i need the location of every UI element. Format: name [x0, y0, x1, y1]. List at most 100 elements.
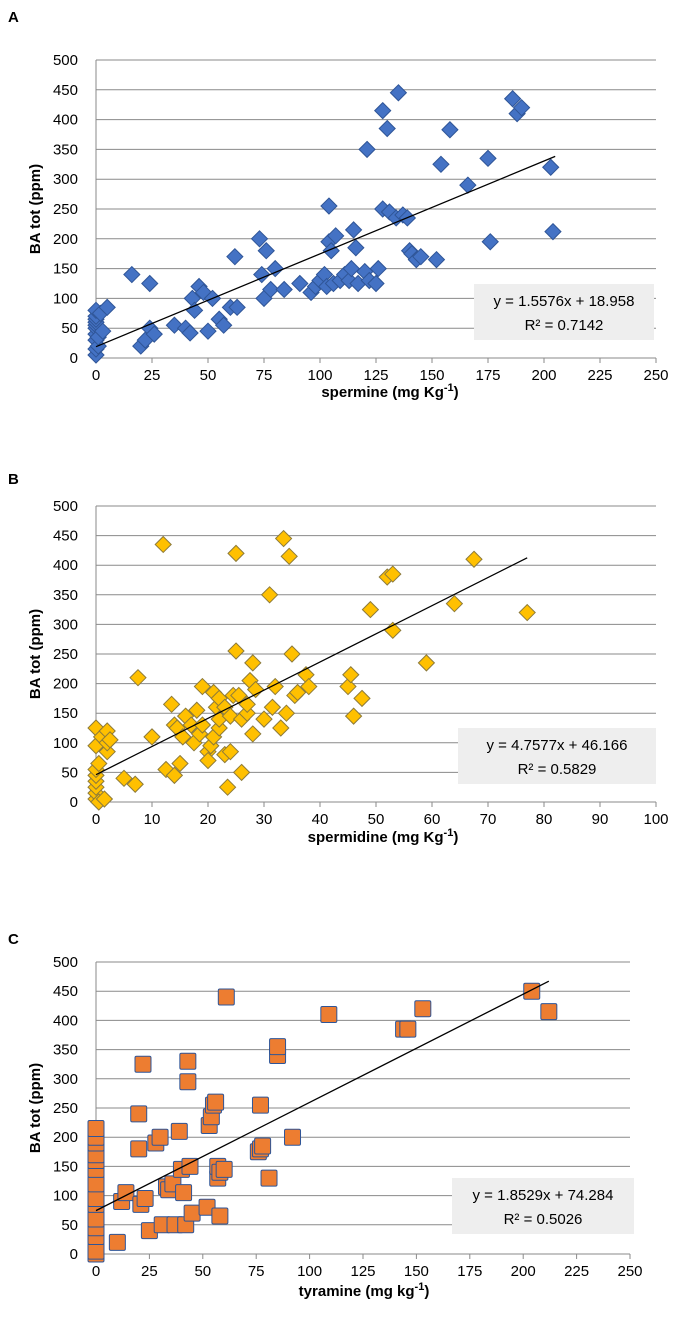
y-tick-label: 150 — [53, 705, 78, 722]
data-point — [263, 698, 282, 716]
y-tick-label: 350 — [53, 587, 78, 604]
data-point — [266, 677, 284, 696]
data-point — [170, 1122, 188, 1140]
x-tick-label: 40 — [312, 811, 329, 828]
equation-box — [474, 284, 654, 340]
trendline — [95, 155, 556, 348]
data-point — [218, 778, 237, 796]
x-tick-label: 150 — [419, 367, 444, 384]
data-point — [179, 1073, 197, 1091]
data-point — [503, 90, 522, 108]
x-tick-label: 0 — [92, 1263, 100, 1280]
y-tick-label: 50 — [61, 320, 78, 337]
y-tick-label: 200 — [53, 1129, 78, 1146]
y-tick-label: 450 — [53, 82, 78, 99]
r-squared-label: R² = 0.7142 — [525, 317, 604, 334]
data-point — [217, 988, 235, 1006]
data-points — [87, 84, 562, 364]
y-tick-label: 200 — [53, 676, 78, 693]
panel-letter: A — [8, 9, 19, 26]
data-point — [342, 666, 360, 684]
data-point — [479, 149, 497, 168]
x-tick-label: 250 — [617, 1263, 642, 1280]
data-point — [87, 1175, 105, 1193]
equation-box — [452, 1178, 634, 1234]
data-point — [179, 1052, 197, 1070]
trendline-equation: y = 1.5576x + 18.958 — [494, 293, 635, 310]
x-tick-label: 100 — [307, 367, 332, 384]
data-point — [238, 704, 256, 722]
x-axis-title: tyramine (mg kg-1) — [299, 1281, 430, 1300]
data-point — [87, 1190, 105, 1208]
data-point — [320, 1006, 338, 1024]
data-point — [414, 1000, 432, 1018]
data-point — [188, 701, 206, 719]
r-squared-label: R² = 0.5026 — [504, 1211, 583, 1228]
data-point — [417, 654, 436, 672]
data-point — [432, 155, 450, 174]
data-point — [175, 1184, 193, 1202]
data-point — [326, 227, 345, 245]
data-point — [253, 265, 271, 284]
data-point — [154, 535, 172, 554]
y-tick-label: 0 — [70, 350, 78, 367]
data-point — [183, 1204, 201, 1222]
data-point — [141, 274, 159, 293]
data-point — [87, 1210, 105, 1228]
panel-letter: B — [8, 471, 19, 488]
data-point — [257, 242, 275, 260]
data-point — [98, 742, 116, 761]
trendline-equation: y = 4.7577x + 46.166 — [487, 737, 628, 754]
data-point — [87, 1119, 105, 1137]
x-tick-label: 225 — [564, 1263, 589, 1280]
y-tick-label: 200 — [53, 231, 78, 248]
x-tick-label: 125 — [350, 1263, 375, 1280]
data-point — [344, 707, 363, 725]
data-point — [254, 1137, 272, 1155]
data-point — [358, 140, 376, 159]
data-point — [544, 222, 562, 241]
y-axis-title: BA tot (ppm) — [27, 164, 44, 254]
data-point — [384, 565, 402, 583]
data-point — [232, 763, 251, 782]
data-point — [250, 230, 269, 248]
x-tick-label: 10 — [144, 811, 161, 828]
y-tick-label: 400 — [53, 557, 78, 574]
data-point — [361, 600, 380, 619]
data-point — [512, 98, 531, 117]
y-tick-label: 500 — [53, 954, 78, 971]
x-tick-label: 30 — [256, 811, 273, 828]
data-point — [353, 689, 371, 708]
data-point — [262, 280, 280, 299]
data-point — [198, 1198, 216, 1216]
data-point — [185, 301, 204, 320]
y-tick-label: 50 — [61, 764, 78, 781]
data-point — [284, 1128, 302, 1146]
y-tick-label: 500 — [53, 498, 78, 515]
data-point — [399, 1020, 417, 1038]
data-point — [87, 1242, 105, 1260]
y-tick-label: 250 — [53, 201, 78, 218]
data-point — [320, 197, 338, 215]
data-point — [274, 529, 293, 548]
data-point — [199, 751, 217, 770]
data-point — [129, 668, 147, 687]
x-tick-label: 25 — [141, 1263, 158, 1280]
data-point — [101, 731, 119, 749]
data-point — [165, 766, 184, 785]
data-point — [342, 259, 361, 278]
data-point — [523, 982, 541, 1000]
x-tick-label: 90 — [592, 811, 609, 828]
data-point — [98, 298, 116, 317]
data-points — [87, 982, 558, 1263]
data-point — [389, 84, 408, 102]
data-point — [378, 119, 396, 138]
data-point — [441, 121, 459, 139]
y-tick-label: 350 — [53, 1042, 78, 1059]
data-point — [277, 704, 296, 722]
data-point — [291, 274, 309, 293]
r-squared-label: R² = 0.5829 — [518, 761, 597, 778]
data-point — [246, 680, 265, 699]
chart-panel-a: A 0 50 100 150 200 250 300 350 400 450 500 0 25 50 75 10… — [8, 9, 669, 401]
data-point — [540, 1003, 558, 1021]
